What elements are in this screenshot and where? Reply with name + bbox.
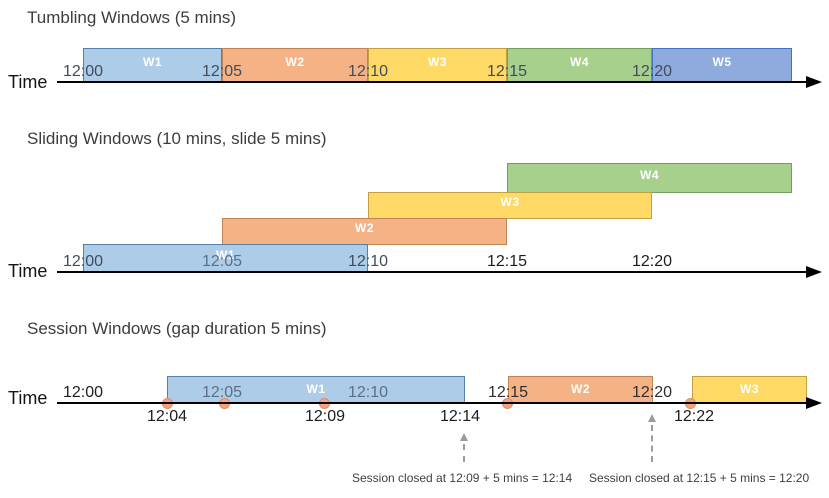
sliding-tick-1200: 12:00 <box>62 253 104 270</box>
sliding-tick-1210: 12:10 <box>347 253 389 270</box>
sliding-tick-1205: 12:05 <box>201 253 243 270</box>
tumbling-window-w5: W5 <box>652 48 792 83</box>
sliding-window-w2: W2 <box>222 218 507 245</box>
session-note-1: Session closed at 12:09 + 5 mins = 12:14 <box>352 471 573 485</box>
session-tick-1220: 12:20 <box>631 384 673 401</box>
session-event-label-1222: 12:22 <box>673 408 715 425</box>
session-axis-arrow-icon <box>806 397 822 409</box>
tumbling-window-w5-label: W5 <box>712 55 732 69</box>
session-tick-1205: 12:05 <box>201 384 243 401</box>
session-event-label-1209: 12:09 <box>304 408 346 425</box>
tumbling-tick-1215: 12:15 <box>486 63 528 80</box>
sliding-window-w1-label: W1 <box>216 248 235 262</box>
tumbling-title: Tumbling Windows (5 mins) <box>27 8 237 27</box>
tumbling-window-w3-label: W3 <box>428 55 447 69</box>
tumbling-window-w1: W1 <box>83 48 222 83</box>
session-note-arrow-line <box>463 444 465 462</box>
session-time-label: Time <box>8 388 48 408</box>
session-event-label-1204: 12:04 <box>146 408 188 425</box>
session-note-2: Session closed at 12:15 + 5 mins = 12:20 <box>589 471 810 485</box>
sliding-title: Sliding Windows (10 mins, slide 5 mins) <box>27 129 327 148</box>
session-note-arrow-icon <box>648 414 656 422</box>
tumbling-window-w3: W3 <box>368 48 507 83</box>
sliding-tick-1215: 12:15 <box>486 253 528 270</box>
sliding-tick-1220: 12:20 <box>631 253 673 270</box>
session-tick-1215: 12:15 <box>487 384 529 401</box>
session-window-w3: W3 <box>692 376 807 404</box>
tumbling-axis-arrow-icon <box>806 76 822 88</box>
tumbling-axis <box>57 81 808 83</box>
session-note-arrow-line <box>651 425 653 462</box>
tumbling-tick-1210: 12:10 <box>347 63 389 80</box>
sliding-window-w4: W4 <box>507 163 792 193</box>
session-window-w1: W1 <box>167 376 465 404</box>
sliding-window-w4-label: W4 <box>640 167 659 182</box>
tumbling-tick-1200: 12:00 <box>62 63 104 80</box>
session-window-w2-label: W2 <box>571 381 590 396</box>
sliding-window-w2-label: W2 <box>355 221 374 235</box>
tumbling-window-w2-label: W2 <box>285 55 305 69</box>
sliding-time-label: Time <box>8 261 48 281</box>
tumbling-window-w4-label: W4 <box>570 55 589 69</box>
session-title: Session Windows (gap duration 5 mins) <box>27 319 327 338</box>
sliding-window-w1: W1 <box>83 244 368 273</box>
tumbling-tick-1205: 12:05 <box>201 63 243 80</box>
session-window-w1-label: W1 <box>306 381 326 396</box>
session-note-arrow-icon <box>460 433 468 441</box>
session-window-w3-label: W3 <box>740 381 759 396</box>
tumbling-time-label: Time <box>8 72 48 92</box>
sliding-axis-arrow-icon <box>806 266 822 278</box>
session-close-label-1214: 12:14 <box>439 408 481 425</box>
session-tick-1200: 12:00 <box>62 384 104 401</box>
session-axis <box>57 402 808 404</box>
tumbling-window-w1-label: W1 <box>143 55 162 69</box>
tumbling-tick-1220: 12:20 <box>631 63 673 80</box>
session-tick-1210: 12:10 <box>347 384 389 401</box>
sliding-axis <box>57 271 808 273</box>
sliding-window-w3-label: W3 <box>500 195 520 209</box>
sliding-window-w3: W3 <box>368 192 652 219</box>
